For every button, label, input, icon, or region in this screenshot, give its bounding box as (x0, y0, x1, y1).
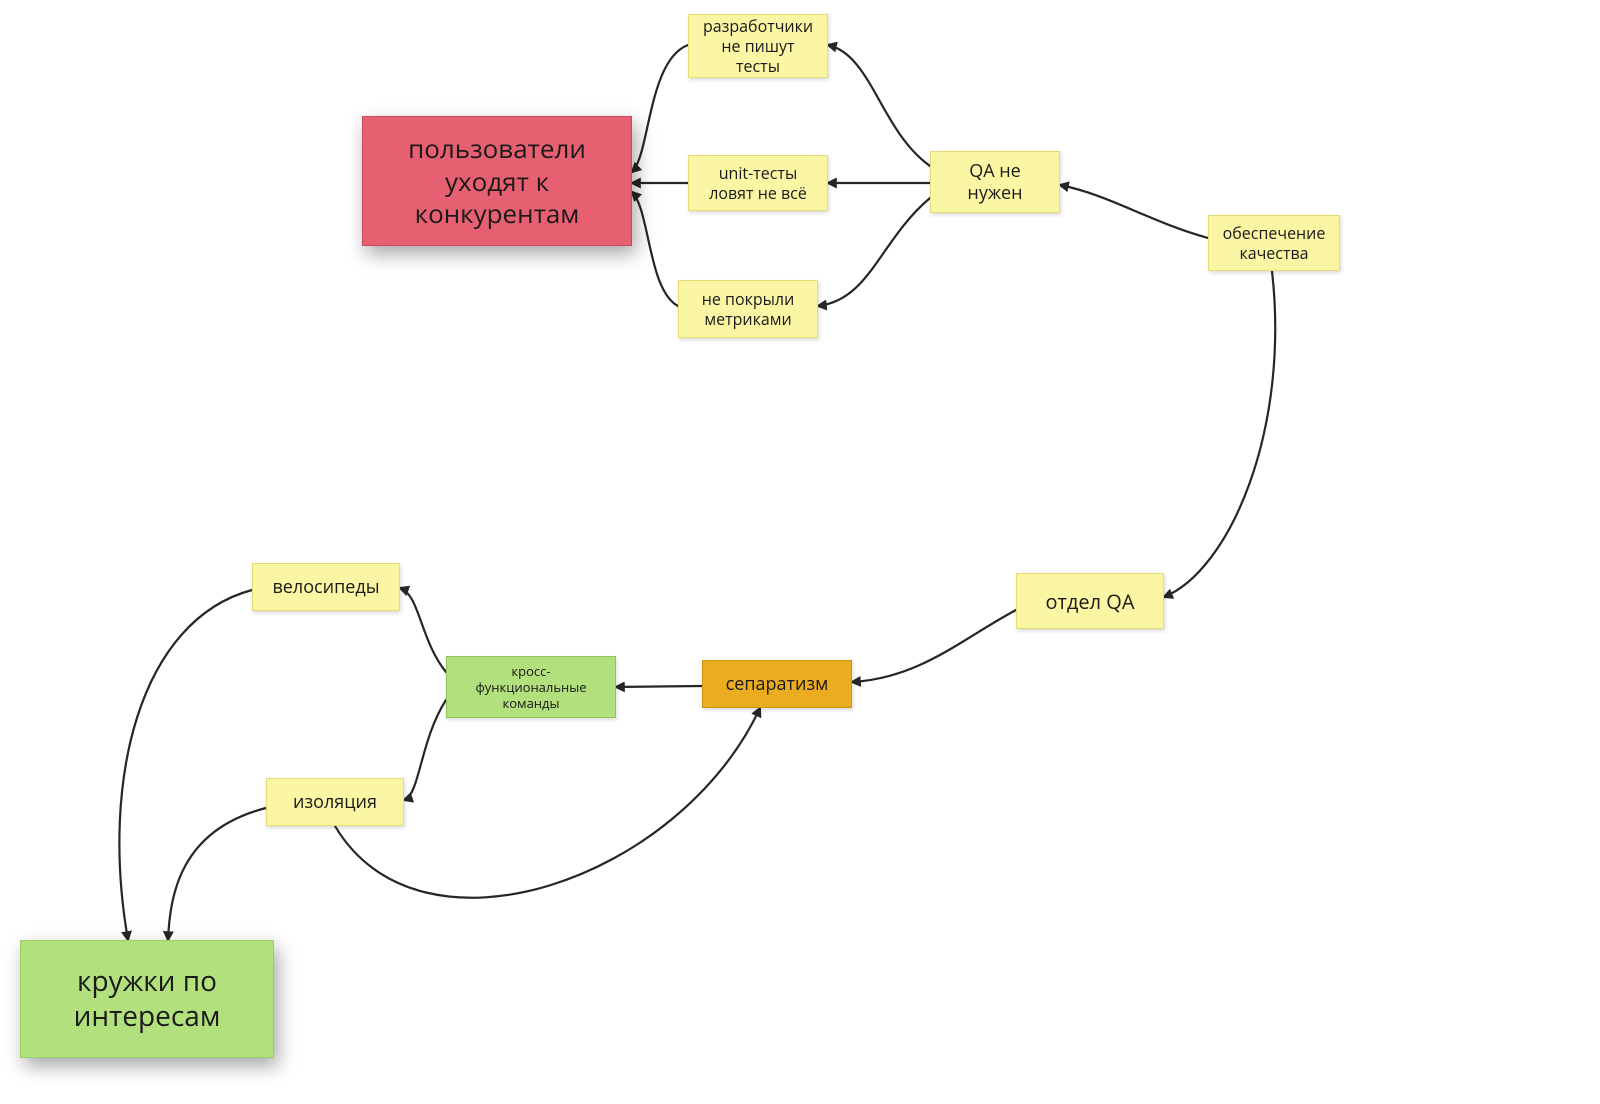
node-separatism[interactable]: сепаратизм (702, 660, 852, 708)
node-interest_circles[interactable]: кружки по интересам (20, 940, 274, 1058)
edge-quality-qa_dept (1164, 271, 1275, 597)
edge-separatism-cross_func (616, 686, 702, 687)
node-label: кружки по интересам (31, 964, 263, 1034)
node-label: велосипеды (272, 576, 379, 599)
node-isolation[interactable]: изоляция (266, 778, 404, 826)
node-label: пользователи уходят к конкурентам (373, 132, 621, 230)
edge-cross_func-bicycles (400, 588, 446, 672)
edge-isolation-interest_circles (168, 808, 266, 940)
node-label: не покрыли метриками (689, 289, 807, 329)
node-dev_no_tests[interactable]: разработчики не пишут тесты (688, 14, 828, 78)
node-qa_not_needed[interactable]: QA не нужен (930, 151, 1060, 213)
edge-quality-qa_not_needed (1060, 185, 1208, 238)
node-bicycles[interactable]: велосипеды (252, 563, 400, 611)
node-label: отдел QA (1045, 589, 1134, 614)
edge-cross_func-isolation (404, 700, 446, 800)
node-label: обеспечение качества (1219, 223, 1329, 263)
node-label: разработчики не пишут тесты (699, 16, 817, 76)
node-quality[interactable]: обеспечение качества (1208, 215, 1340, 271)
node-label: сепаратизм (726, 673, 829, 696)
node-label: QA не нужен (941, 160, 1049, 205)
node-users_leave[interactable]: пользователи уходят к конкурентам (362, 116, 632, 246)
diagram-canvas: пользователи уходят к конкурентам разрабо… (0, 0, 1600, 1104)
node-label: unit-тесты ловят не всё (699, 163, 817, 203)
node-cross_func[interactable]: кросс-функциональные команды (446, 656, 616, 718)
edge-bicycles-interest_circles (119, 590, 252, 940)
node-no_metrics[interactable]: не покрыли метриками (678, 280, 818, 338)
node-label: кросс-функциональные команды (457, 663, 605, 712)
edge-no_metrics-users_leave (632, 192, 678, 306)
node-unit_tests[interactable]: unit-тесты ловят не всё (688, 155, 828, 211)
edge-qa_not_needed-no_metrics (818, 198, 930, 306)
edge-qa_not_needed-dev_no_tests (828, 45, 930, 166)
node-label: изоляция (293, 791, 377, 814)
edge-dev_no_tests-users_leave (632, 45, 688, 172)
edge-qa_dept-separatism (852, 610, 1016, 682)
node-qa_dept[interactable]: отдел QA (1016, 573, 1164, 629)
